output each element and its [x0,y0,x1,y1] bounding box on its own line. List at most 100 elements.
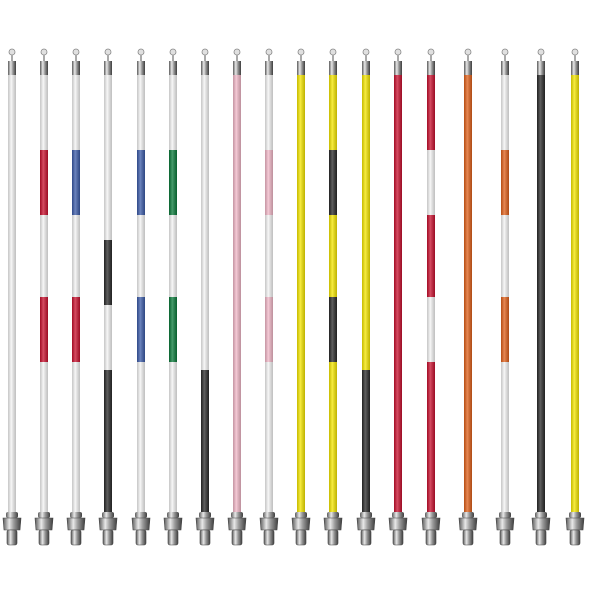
pole-foot [131,517,151,531]
pole-knob [201,48,209,56]
pole-foot [227,517,247,531]
pole-neck [11,55,13,61]
pole-spike [38,529,50,546]
pole-shade [362,75,370,515]
pole-collar [499,512,511,518]
pole-foot [323,517,343,531]
pole-spike [102,529,114,546]
pole [66,48,86,546]
pole-shade [40,75,48,515]
pole-cap [104,61,112,75]
pole-knob [362,48,370,56]
pole-foot [531,517,551,531]
pole-knob [571,48,579,56]
pole-neck [397,55,399,61]
pole-spike [263,529,275,546]
pole-spike [392,529,404,546]
pole-shade [329,75,337,515]
pole-knob [427,48,435,56]
pole [421,48,441,546]
pole-knob [169,48,177,56]
pole-knob [137,48,145,56]
pole-collar [360,512,372,518]
pole-knob [40,48,48,56]
pole-neck [467,55,469,61]
pole-shade [394,75,402,515]
pole-foot [259,517,279,531]
pole [356,48,376,546]
pole-foot [388,517,408,531]
pole [98,48,118,546]
pole-cap [297,61,305,75]
pole [163,48,183,546]
pole-neck [107,55,109,61]
pole-neck [268,55,270,61]
pole-spike [425,529,437,546]
pole-neck [574,55,576,61]
pole-shade [571,75,579,515]
pole-knob [297,48,305,56]
pole-cap [265,61,273,75]
pole-shade [201,75,209,515]
pole [323,48,343,546]
pole-cap [571,61,579,75]
pole [195,48,215,546]
pole-cap [501,61,509,75]
pole-shade [72,75,80,515]
pole-cap [233,61,241,75]
pole-spike [70,529,82,546]
pole-collar [569,512,581,518]
pole-collar [295,512,307,518]
pole-cap [427,61,435,75]
pole-spike [535,529,547,546]
pole-shade [8,75,16,515]
pole-collar [70,512,82,518]
pole-collar [327,512,339,518]
pole-foot [34,517,54,531]
pole-collar [263,512,275,518]
pole-neck [430,55,432,61]
pole [2,48,22,546]
pole-neck [504,55,506,61]
pole-foot [565,517,585,531]
pole-cap [8,61,16,75]
pole-spike [199,529,211,546]
pole-knob [464,48,472,56]
pole [34,48,54,546]
pole [388,48,408,546]
pole-collar [199,512,211,518]
pole-knob [329,48,337,56]
pole [259,48,279,546]
pole-cap [394,61,402,75]
pole-knob [8,48,16,56]
pole-shade [104,75,112,515]
pole-collar [38,512,50,518]
pole-cap [137,61,145,75]
pole-foot [2,517,22,531]
pole-cap [169,61,177,75]
pole-knob [233,48,241,56]
pole-spike [135,529,147,546]
pole-spike [327,529,339,546]
pole-shade [297,75,305,515]
pole [291,48,311,546]
pole-spike [569,529,581,546]
poles [2,48,585,546]
pole-foot [356,517,376,531]
pole-spike [295,529,307,546]
pole-shade [233,75,241,515]
pole-neck [540,55,542,61]
pole-collar [462,512,474,518]
pole-shade [265,75,273,515]
pole-collar [392,512,404,518]
pole-shade [169,75,177,515]
pole-neck [300,55,302,61]
pole-foot [195,517,215,531]
pole [565,48,585,546]
pole [495,48,515,546]
pole-neck [365,55,367,61]
pole-collar [102,512,114,518]
pole-collar [135,512,147,518]
pole-knob [394,48,402,56]
